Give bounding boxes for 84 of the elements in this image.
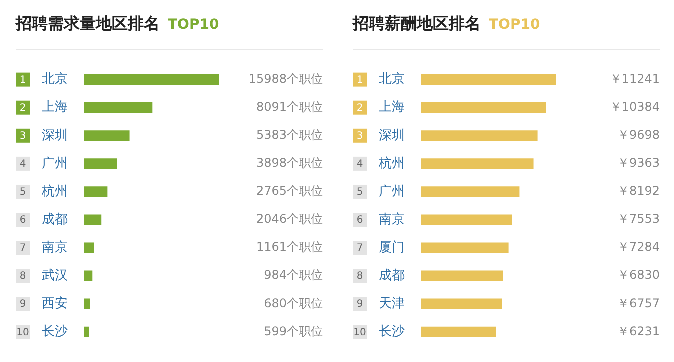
text: 9 bbox=[20, 299, 26, 310]
data-label: 2765个职位 bbox=[256, 184, 323, 198]
y-tick-label: 长沙 bbox=[42, 324, 68, 340]
data-label: ￥9698 bbox=[617, 128, 660, 142]
bar bbox=[84, 186, 108, 198]
text: 10 bbox=[354, 327, 366, 338]
y-tick-label: 北京 bbox=[42, 72, 68, 88]
data-label: ￥7553 bbox=[617, 212, 660, 226]
bar bbox=[84, 242, 94, 254]
text: 6 bbox=[20, 215, 26, 226]
data-label: ￥6231 bbox=[617, 324, 660, 338]
chart-title: 招聘需求量地区排名 bbox=[16, 14, 160, 33]
y-tick-label: 上海 bbox=[42, 100, 68, 116]
text: 3 bbox=[20, 130, 26, 142]
bar bbox=[84, 130, 130, 142]
y-tick-label: 杭州 bbox=[378, 156, 405, 172]
text: 10 bbox=[16, 327, 30, 338]
bar bbox=[421, 298, 502, 310]
text: 5 bbox=[20, 187, 26, 198]
bar bbox=[84, 214, 102, 226]
bar bbox=[421, 242, 509, 254]
text: 9 bbox=[356, 299, 364, 310]
text: 4 bbox=[20, 159, 26, 170]
text: 8 bbox=[20, 271, 26, 282]
data-label: ￥11241 bbox=[610, 72, 660, 86]
data-label: 1161个职位 bbox=[256, 240, 323, 254]
bar bbox=[84, 326, 90, 338]
y-tick-label: 成都 bbox=[42, 212, 68, 228]
y-tick-label: 厦门 bbox=[379, 239, 405, 256]
bar bbox=[84, 102, 153, 114]
data-label: ￥6830 bbox=[617, 268, 660, 282]
y-tick-label: 南京 bbox=[42, 240, 68, 256]
text: 7 bbox=[356, 243, 364, 254]
chart-title: 招聘薪酬地区排名 bbox=[353, 14, 481, 33]
y-tick-label: 深圳 bbox=[42, 128, 68, 144]
y-tick-label: 成都 bbox=[379, 268, 405, 284]
data-label: 984个职位 bbox=[264, 268, 323, 282]
bar bbox=[421, 102, 546, 114]
y-tick-label: 上海 bbox=[379, 100, 405, 116]
data-label: ￥8192 bbox=[617, 184, 660, 198]
bar bbox=[421, 214, 512, 226]
chart-subtitle: TOP10 bbox=[489, 17, 540, 33]
text: 4 bbox=[356, 159, 364, 170]
data-label: ￥10384 bbox=[610, 100, 660, 114]
text: 3 bbox=[356, 130, 364, 142]
y-tick-label: 深圳 bbox=[379, 128, 405, 144]
bar bbox=[421, 158, 534, 170]
y-tick-label: 北京 bbox=[379, 72, 405, 88]
data-label: 680个职位 bbox=[264, 296, 323, 310]
bar bbox=[421, 130, 538, 142]
text: 7 bbox=[20, 243, 26, 254]
y-tick-label: 天津 bbox=[379, 296, 405, 312]
data-label: 8091个职位 bbox=[256, 100, 323, 114]
text: 2 bbox=[20, 102, 26, 114]
y-tick-label: 南京 bbox=[379, 212, 405, 228]
bar bbox=[421, 270, 504, 282]
y-tick-label: 广州 bbox=[379, 184, 405, 200]
data-label: 5383个职位 bbox=[256, 128, 323, 142]
y-tick-label: 长沙 bbox=[379, 324, 405, 340]
y-tick-label: 杭州 bbox=[41, 184, 68, 200]
bar bbox=[84, 158, 118, 170]
bar bbox=[421, 74, 556, 86]
text: 8 bbox=[356, 271, 364, 282]
data-label: 2046个职位 bbox=[256, 212, 323, 226]
y-tick-label: 西安 bbox=[42, 296, 68, 312]
bar bbox=[84, 74, 219, 86]
text: 5 bbox=[356, 187, 364, 198]
text: 6 bbox=[356, 215, 364, 226]
y-tick-label: 广州 bbox=[42, 156, 68, 172]
bar bbox=[421, 186, 520, 198]
data-label: ￥9363 bbox=[617, 156, 660, 170]
bar bbox=[421, 326, 496, 338]
y-tick-label: 武汉 bbox=[42, 268, 68, 284]
data-label: ￥6757 bbox=[617, 296, 660, 310]
data-label: ￥7284 bbox=[617, 240, 660, 254]
data-label: 599个职位 bbox=[264, 324, 323, 338]
text: 1 bbox=[356, 74, 364, 86]
bar bbox=[84, 298, 90, 310]
data-label: 3898个职位 bbox=[256, 156, 323, 170]
text: 2 bbox=[356, 102, 364, 114]
chart-subtitle: TOP10 bbox=[168, 17, 220, 33]
text: 1 bbox=[20, 74, 26, 86]
bar bbox=[84, 270, 93, 282]
data-label: 15988个职位 bbox=[248, 72, 323, 86]
